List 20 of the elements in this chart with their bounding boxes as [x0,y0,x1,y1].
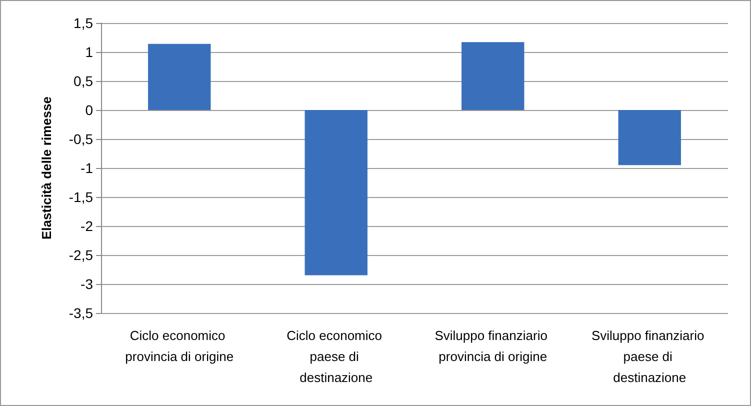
bar [304,110,368,276]
bar [618,110,681,166]
x-tick-label: Sviluppo finanziario provincia di origine [434,328,552,364]
y-tick-label: 0 [85,102,94,118]
y-axis-title: Elasticità delle rimesse [39,96,54,240]
y-tick-label: -0,5 [68,131,94,147]
bar [462,42,524,110]
y-tick-label: -1,5 [68,189,94,205]
y-tick-label: -3,5 [68,305,94,321]
y-tick-label: 1,5 [74,15,94,31]
y-tick-label: -1 [80,160,94,176]
bar [148,44,211,110]
y-tick-label: -2 [80,218,94,234]
y-tick-label: 0,5 [74,73,94,89]
x-tick-label: Ciclo economico paese di destinazione [286,328,386,385]
y-tick-label: -2,5 [68,247,94,263]
y-tick-label: 1 [85,44,94,60]
y-tick-label: -3 [80,276,94,292]
x-tick-label: Ciclo economico provincia di origine [125,328,234,364]
x-tick-label: Sviluppo finanziario paese di destinazione [591,328,708,385]
